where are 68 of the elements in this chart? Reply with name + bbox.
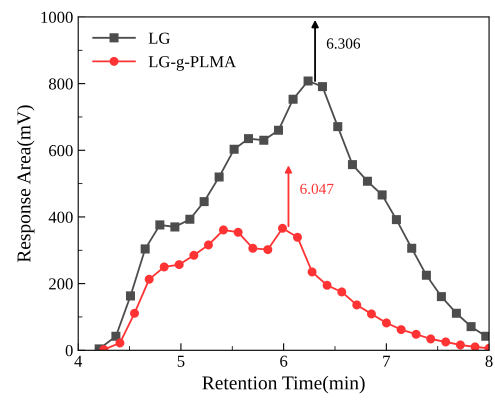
legend-label: LG-g-PLMA — [148, 56, 236, 71]
point — [362, 176, 372, 186]
legend-label: LG — [148, 32, 170, 44]
point — [333, 122, 342, 132]
point — [130, 308, 140, 318]
point — [426, 334, 436, 344]
point — [470, 342, 480, 350]
point — [126, 291, 136, 300]
point — [144, 274, 154, 284]
point — [200, 197, 209, 206]
point — [481, 332, 490, 341]
point — [308, 267, 317, 276]
point — [392, 215, 401, 224]
point — [318, 82, 327, 92]
point — [185, 214, 194, 224]
point — [244, 134, 254, 144]
point — [170, 222, 180, 232]
point — [214, 172, 224, 182]
point — [278, 224, 288, 233]
point — [407, 244, 416, 253]
point — [274, 126, 284, 135]
x-tick-label: 5 — [178, 356, 184, 367]
point — [422, 270, 431, 280]
y-tick-label: 800 — [48, 78, 73, 90]
y-tick-label: 200 — [49, 278, 73, 290]
point — [304, 76, 313, 86]
point — [160, 262, 169, 272]
x-axis-title: Retention Time(min) — [202, 376, 365, 394]
x-tick-label: 4 — [74, 356, 82, 367]
point — [234, 228, 243, 237]
point — [322, 280, 332, 290]
point — [352, 300, 362, 310]
annotation: 6.047 — [300, 184, 334, 194]
x-tick-label: 6 — [280, 356, 288, 367]
point — [111, 332, 120, 341]
x-tick-label: 7 — [383, 356, 390, 367]
point — [456, 340, 465, 350]
point — [412, 330, 421, 339]
point — [204, 240, 213, 250]
point — [189, 250, 198, 260]
x-tick-label: 8 — [486, 356, 493, 367]
y-axis-title: Response Area(mV) — [16, 105, 34, 262]
point — [348, 160, 357, 170]
point — [436, 292, 446, 302]
annotation: 6.306 — [326, 38, 360, 49]
y-tick-label: 0 — [66, 344, 73, 356]
point — [259, 136, 268, 145]
point — [441, 337, 450, 346]
point — [230, 144, 239, 154]
point — [382, 318, 391, 328]
point — [396, 325, 406, 334]
point — [155, 220, 164, 230]
point — [115, 338, 124, 348]
y-tick-label: 400 — [48, 212, 73, 223]
y-tick-label: 1000 — [41, 12, 73, 23]
point — [366, 309, 376, 318]
point — [452, 308, 461, 318]
point — [288, 94, 298, 104]
point — [218, 225, 228, 234]
point — [174, 260, 184, 270]
point — [263, 245, 272, 254]
y-tick-label: 600 — [49, 144, 73, 156]
point — [248, 244, 258, 253]
point — [466, 322, 476, 332]
point — [292, 232, 302, 242]
point — [337, 287, 346, 296]
point — [378, 190, 387, 200]
point — [140, 244, 150, 254]
